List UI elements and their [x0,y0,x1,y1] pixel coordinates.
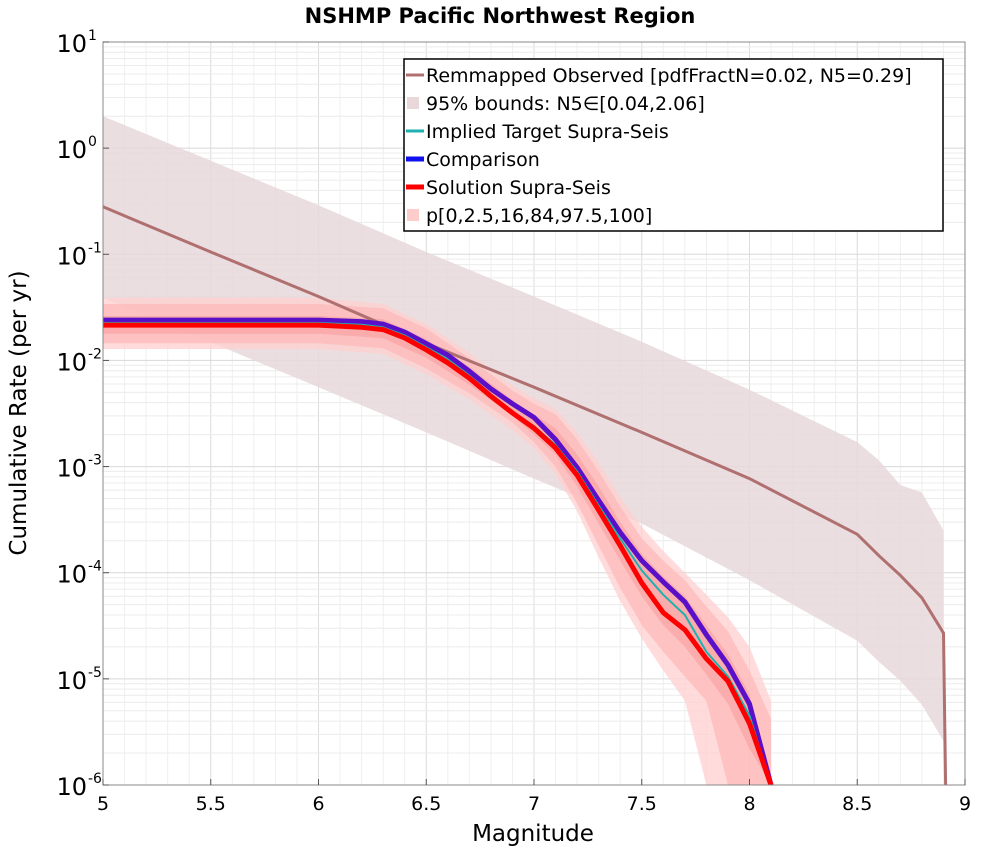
legend-swatch [407,209,419,221]
x-tick-label: 5.5 [196,793,226,815]
series-observed-line [103,205,948,785]
y-tick-exponent: 1 [88,28,97,44]
y-tick-label: 10 [56,455,87,483]
series-lines [103,205,948,785]
y-tick-exponent: -5 [88,665,102,681]
y-tick-label: 10 [56,561,87,589]
y-tick-label: 10 [56,30,87,58]
series-solution-line [103,322,774,785]
y-tick-label: 10 [56,667,87,695]
percentile-band-mid [103,304,771,785]
y-tick-exponent: 0 [88,134,97,150]
x-tick-label: 5 [97,793,109,815]
legend-label: p[0,2.5,16,84,97.5,100] [426,205,652,227]
y-tick-exponent: -6 [88,771,102,787]
x-tick-label: 9 [959,793,971,815]
axis-ticks: 5 5.5 6 6.5 7 7.5 8 8.5 910-610-510-410-310 -210-… [56,28,971,815]
x-tick-label: 7 [528,793,540,815]
x-tick-label: 6 [312,793,324,815]
x-tick-label: 8.5 [842,793,872,815]
x-tick-label: 6.5 [411,793,441,815]
x-tick-label: 7.5 [627,793,657,815]
legend-swatch [407,97,419,109]
y-tick-label: 10 [56,348,87,376]
series-comparison-line [103,317,774,785]
y-tick-exponent: -4 [88,559,102,575]
legend: Remmapped Observed [pdfFractN=0.02, N5=0… [403,58,944,232]
legend-label: Comparison [426,149,540,171]
bands [103,116,944,785]
x-axis-label: Magnitude [472,821,594,847]
y-tick-exponent: -3 [88,453,102,469]
legend-label: Implied Target Supra-Seis [426,121,669,143]
y-tick-label: 10 [56,136,87,164]
legend-box [403,58,944,232]
y-axis-label: Cumulative Rate (per yr) [6,270,32,555]
legend-label: 95% bounds: N5∈[0.04,2.06] [426,93,705,115]
y-tick-exponent: -2 [88,346,102,362]
percentile-band-inner [103,316,771,785]
y-tick-exponent: -1 [88,240,102,256]
y-tick-label: 10 [56,242,87,270]
legend-label: Remmapped Observed [pdfFractN=0.02, N5=0… [426,65,912,87]
chart-title: NSHMP Pacific Northwest Region [305,4,696,28]
y-tick-label: 10 [56,773,87,801]
x-tick-label: 8 [743,793,755,815]
legend-label: Solution Supra-Seis [426,177,611,199]
